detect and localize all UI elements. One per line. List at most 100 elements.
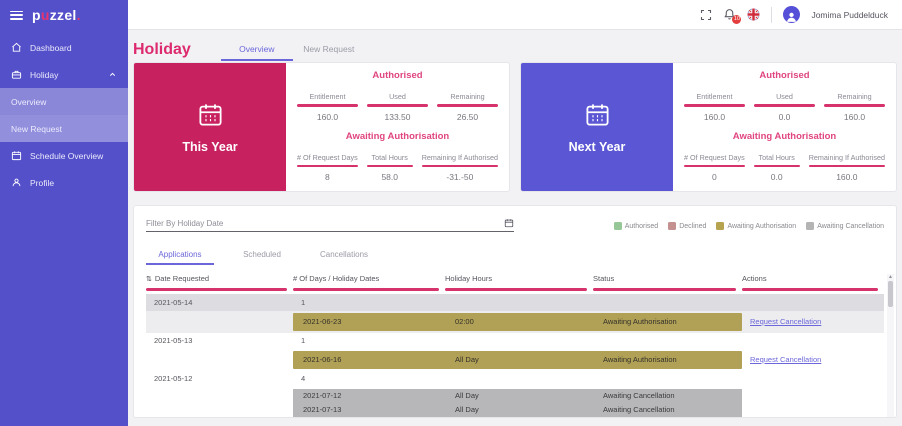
sidebar-item-label: New Request	[11, 123, 63, 134]
home-icon	[12, 42, 21, 52]
legend-authorised: Authorised	[613, 222, 658, 230]
language-button[interactable]	[747, 8, 760, 21]
list-tabs: Applications Scheduled Cancellations	[146, 245, 884, 265]
sidebar-item-label: Profile	[30, 177, 55, 188]
header-underline	[742, 288, 878, 291]
summary-cards: This Year Authorised Entitlement 160.0 U…	[133, 62, 897, 192]
column-holiday-hours[interactable]: Holiday Hours	[445, 274, 593, 291]
awaiting-heading: Awaiting Authorisation	[732, 130, 837, 142]
legend-awaiting-authorisation: Awaiting Authorisation	[716, 222, 796, 230]
authorised-heading: Authorised	[759, 70, 810, 81]
column-status[interactable]: Status	[593, 274, 742, 291]
request-cancellation-link[interactable]: Request Cancellation	[750, 355, 822, 364]
main-content: Holiday Overview New Request This Year A…	[128, 30, 902, 426]
header-underline	[293, 288, 439, 291]
holiday-hours: All Day	[455, 405, 479, 414]
stat-used: Used 0.0	[754, 92, 815, 122]
column-days-holiday-dates[interactable]: # Of Days / Holiday Dates	[293, 274, 445, 291]
sidebar-item-schedule-overview[interactable]: Schedule Overview	[0, 142, 128, 169]
holiday-request-bar[interactable]: 2021-07-12 All Day Awaiting Cancellation	[293, 388, 742, 403]
sidebar-item-label: Holiday	[30, 69, 59, 80]
tab-cancellations[interactable]: Cancellations	[319, 250, 369, 259]
table-row: 2021-05-12 4	[146, 371, 884, 387]
calendar-icon	[504, 219, 514, 228]
filter-row: Authorised Declined Awaiting Authorisati…	[146, 214, 884, 232]
date-requested-link[interactable]: 2021-05-14	[154, 297, 193, 307]
logo-accent-letter: u	[40, 7, 50, 23]
table-row: 2021-06-23 02:00 Awaiting Authorisation …	[146, 310, 884, 333]
schedule-icon	[11, 151, 22, 161]
stat-request-days: # Of Request Days 8	[297, 152, 358, 182]
filter-input[interactable]	[146, 218, 504, 228]
awaiting-cancellation-swatch	[806, 222, 815, 230]
sidebar-item-new-request[interactable]: New Request	[0, 115, 128, 142]
sidebar-item-label: Schedule Overview	[30, 150, 104, 161]
sidebar-item-dashboard[interactable]: Dashboard	[0, 34, 128, 61]
stat-entitlement: Entitlement 160.0	[684, 92, 745, 122]
status-badge: Awaiting Cancellation	[603, 405, 675, 414]
uk-flag-icon	[747, 8, 760, 21]
tab-applications[interactable]: Applications	[146, 245, 214, 265]
user-name[interactable]: Jomima Puddelduck	[811, 9, 888, 20]
status-badge: Awaiting Authorisation	[603, 355, 677, 364]
authorised-stats: Entitlement 160.0 Used 133.50 Remaining …	[297, 92, 498, 122]
stat-remaining-if-authorised: Remaining If Authorised -31.-50	[421, 152, 498, 182]
menu-icon[interactable]	[10, 10, 23, 20]
holiday-request-bar[interactable]: 2021-06-16 All Day Awaiting Authorisatio…	[293, 350, 742, 369]
holiday-request-bar[interactable]: 2021-07-13 All Day Awaiting Cancellation	[293, 402, 742, 417]
authorised-stats: Entitlement 160.0 Used 0.0 Remaining 160…	[684, 92, 885, 122]
num-days: 4	[301, 374, 306, 383]
column-date-requested[interactable]: ⇅ Date Requested	[146, 274, 293, 291]
stat-remaining: Remaining 26.50	[437, 92, 498, 122]
sidebar-item-holiday[interactable]: Holiday	[0, 61, 128, 88]
page-header: Holiday Overview New Request	[133, 30, 897, 61]
awaiting-cancellation-group[interactable]: 2021-07-12 All Day Awaiting Cancellation…	[293, 388, 742, 417]
table-row: 2021-06-16 All Day Awaiting Authorisatio…	[146, 349, 884, 371]
tab-label: Overview	[239, 44, 275, 54]
logo-dot: .	[76, 7, 81, 23]
request-cancellation-link[interactable]: Request Cancellation	[750, 317, 822, 326]
holiday-list-panel: Authorised Declined Awaiting Authorisati…	[133, 205, 897, 418]
column-actions[interactable]: Actions	[742, 274, 884, 291]
holiday-date: 2021-07-13	[303, 405, 342, 414]
stat-remaining-if-authorised: Remaining If Authorised 160.0	[808, 152, 885, 182]
holiday-request-bar[interactable]: 2021-06-23 02:00 Awaiting Authorisation	[293, 312, 742, 331]
table-scrollbar[interactable]: ▲ ▼	[887, 274, 894, 417]
fullscreen-button[interactable]	[700, 9, 712, 21]
notification-badge: 10	[732, 15, 742, 24]
sidebar-item-profile[interactable]: Profile	[0, 169, 128, 196]
holiday-date: 2021-07-12	[303, 391, 342, 400]
sort-icon[interactable]: ⇅	[146, 275, 152, 283]
page-tabs: Overview New Request	[220, 38, 365, 61]
sidebar-nav: Dashboard Holiday Overview New Request S…	[0, 34, 128, 196]
tab-scheduled[interactable]: Scheduled	[243, 250, 281, 259]
awaiting-authorisation-swatch	[716, 222, 725, 230]
legend-declined: Declined	[668, 222, 706, 230]
tab-overview[interactable]: Overview	[220, 38, 293, 61]
header-underline	[146, 288, 287, 291]
stat-total-hours: Total Hours 0.0	[753, 153, 800, 182]
date-requested-link[interactable]: 2021-05-13	[154, 336, 193, 345]
notifications-button[interactable]: 10	[723, 8, 742, 24]
header-underline	[593, 288, 736, 291]
next-year-stats: Authorised Entitlement 160.0 Used 0.0 Re…	[673, 63, 896, 191]
avatar[interactable]	[783, 6, 801, 23]
this-year-stats: Authorised Entitlement 160.0 Used 133.50…	[286, 63, 509, 191]
date-requested-link[interactable]: 2021-05-12	[154, 374, 193, 383]
logo-text: p	[32, 7, 41, 23]
fullscreen-icon	[701, 9, 712, 20]
profile-icon	[12, 178, 21, 187]
status-badge: Awaiting Cancellation	[603, 391, 675, 400]
sidebar-item-overview[interactable]: Overview	[0, 88, 128, 115]
scrollbar-thumb[interactable]	[888, 281, 893, 307]
scroll-up-arrow[interactable]: ▲	[888, 274, 893, 280]
tab-new-request[interactable]: New Request	[293, 38, 365, 61]
awaiting-stats: # Of Request Days 0 Total Hours 0.0 Rema…	[684, 152, 885, 182]
logo: puzzel.	[32, 7, 81, 23]
holiday-date-filter[interactable]	[146, 218, 514, 232]
page-title: Holiday	[133, 41, 191, 58]
awaiting-heading: Awaiting Authorisation	[345, 130, 450, 142]
date-picker-button[interactable]	[504, 218, 514, 228]
table-row: 2021-05-13 1	[146, 333, 884, 349]
legend-awaiting-cancellation: Awaiting Cancellation	[806, 222, 884, 230]
